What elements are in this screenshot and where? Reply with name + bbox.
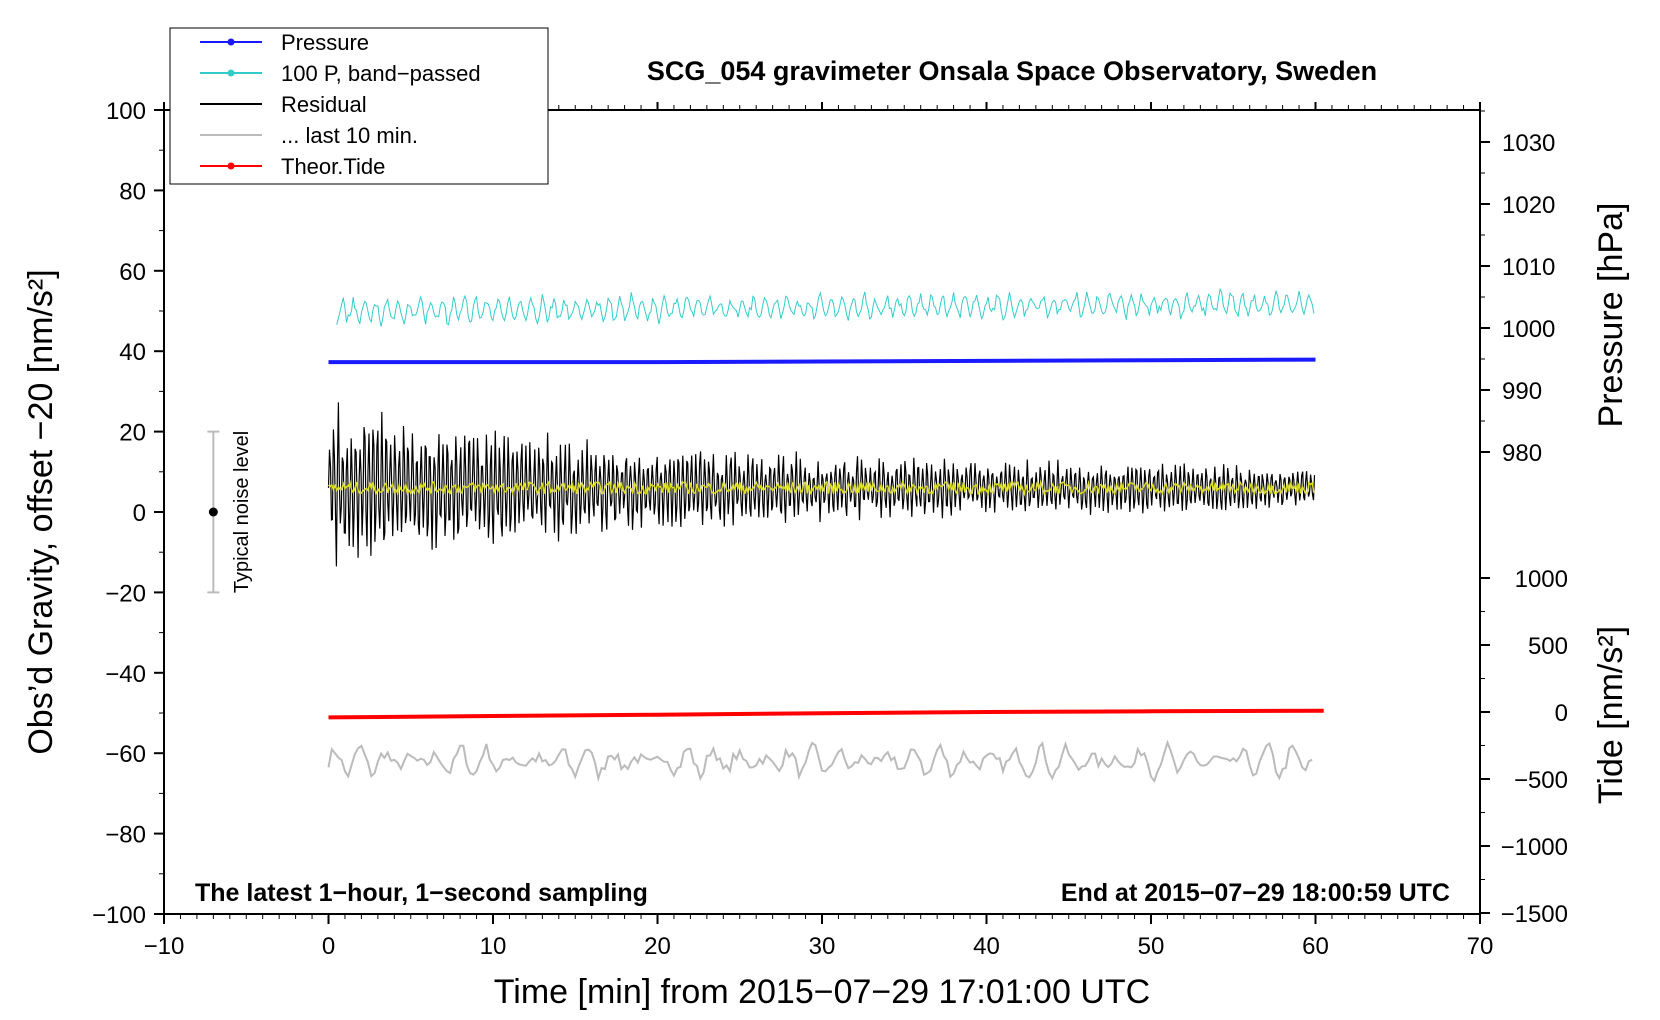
chart-title: SCG_054 gravimeter Onsala Space Observat…	[647, 56, 1377, 86]
tide-tick-label: 0	[1555, 700, 1568, 727]
pressure-tick-label: 980	[1502, 440, 1542, 467]
y-tick-label: −20	[105, 580, 146, 607]
y-axis-pressure: 980 990 1000 1010 1020 1030	[1479, 110, 1555, 480]
legend-label: 100 P, band−passed	[281, 61, 481, 86]
pressure-tick-label: 990	[1502, 378, 1542, 405]
y-axis-tide-label: Tide [nm/s²]	[1592, 626, 1630, 804]
annotation-sampling: The latest 1−hour, 1−second sampling	[195, 879, 648, 907]
pressure-tick-label: 1030	[1502, 130, 1555, 157]
series-residual-smoothed	[327, 479, 1315, 497]
legend-label: Residual	[281, 92, 367, 117]
x-axis-label: Time [min] from 2015−07−29 17:01:00 UTC	[494, 973, 1150, 1011]
y-tick-label: −60	[105, 741, 146, 768]
y-tick-label: 100	[106, 98, 146, 125]
x-tick-label: 60	[1302, 933, 1329, 960]
x-tick-label: 20	[644, 933, 671, 960]
y-tick-label: 40	[119, 339, 146, 366]
x-tick-label: 0	[322, 933, 335, 960]
tide-tick-label: 1000	[1515, 566, 1568, 593]
legend: Pressure 100 P, band−passed Residual ... la…	[169, 27, 549, 185]
series-theoretical-tide	[328, 708, 1324, 720]
legend-label: Pressure	[281, 30, 369, 55]
y-tick-label: −100	[92, 902, 146, 929]
x-tick-label: 50	[1138, 933, 1165, 960]
annotation-end-time: End at 2015−07−29 18:00:59 UTC	[1061, 879, 1450, 907]
legend-label: ... last 10 min.	[281, 123, 418, 148]
y-axis-left: −100 −80 −60 −40 −20 0 20 40 60 80 100	[92, 98, 164, 929]
tide-tick-label: −500	[1514, 767, 1568, 794]
y-tick-label: −40	[105, 661, 146, 688]
y-tick-label: −80	[105, 822, 146, 849]
legend-label: Theor.Tide	[281, 154, 385, 179]
series-layer	[327, 287, 1324, 783]
pressure-tick-label: 1000	[1502, 316, 1555, 343]
x-tick-label: −10	[144, 933, 185, 960]
x-tick-label: 10	[480, 933, 507, 960]
legend-marker	[227, 69, 235, 77]
x-tick-label: 30	[809, 933, 836, 960]
x-tick-label: 70	[1467, 933, 1494, 960]
series-band-passed-pressure	[336, 287, 1315, 327]
noise-bar-center-dot	[208, 507, 218, 517]
y-tick-label: 80	[119, 178, 146, 205]
y-axis-tide: −1500 −1000 −500 0 500 1000	[1480, 566, 1568, 928]
y-tick-label: 0	[133, 500, 146, 527]
legend-box	[169, 27, 549, 185]
y-axis-pressure-label: Pressure [hPa]	[1592, 203, 1630, 428]
pressure-tick-label: 1010	[1502, 254, 1555, 281]
tide-tick-label: −1000	[1501, 834, 1568, 861]
x-tick-label: 40	[973, 933, 1000, 960]
tide-tick-label: −1500	[1501, 901, 1568, 928]
pressure-tick-label: 1020	[1502, 192, 1555, 219]
y-tick-label: 60	[119, 259, 146, 286]
x-axis: −10 0 10 20 30 40 50 60 70	[144, 102, 1494, 960]
tide-tick-label: 500	[1528, 633, 1568, 660]
series-last-10-min	[327, 739, 1313, 783]
noise-level-bar	[207, 430, 220, 594]
legend-marker	[227, 38, 235, 46]
legend-marker	[227, 162, 235, 170]
series-pressure	[328, 357, 1316, 365]
y-axis-left-label: Obs’d Gravity, offset −20 [nm/s²]	[22, 269, 60, 754]
legend-items: Pressure 100 P, band−passed Residual ... la…	[200, 30, 481, 179]
y-tick-label: 20	[119, 420, 146, 447]
noise-level-label: Typical noise level	[231, 431, 253, 593]
